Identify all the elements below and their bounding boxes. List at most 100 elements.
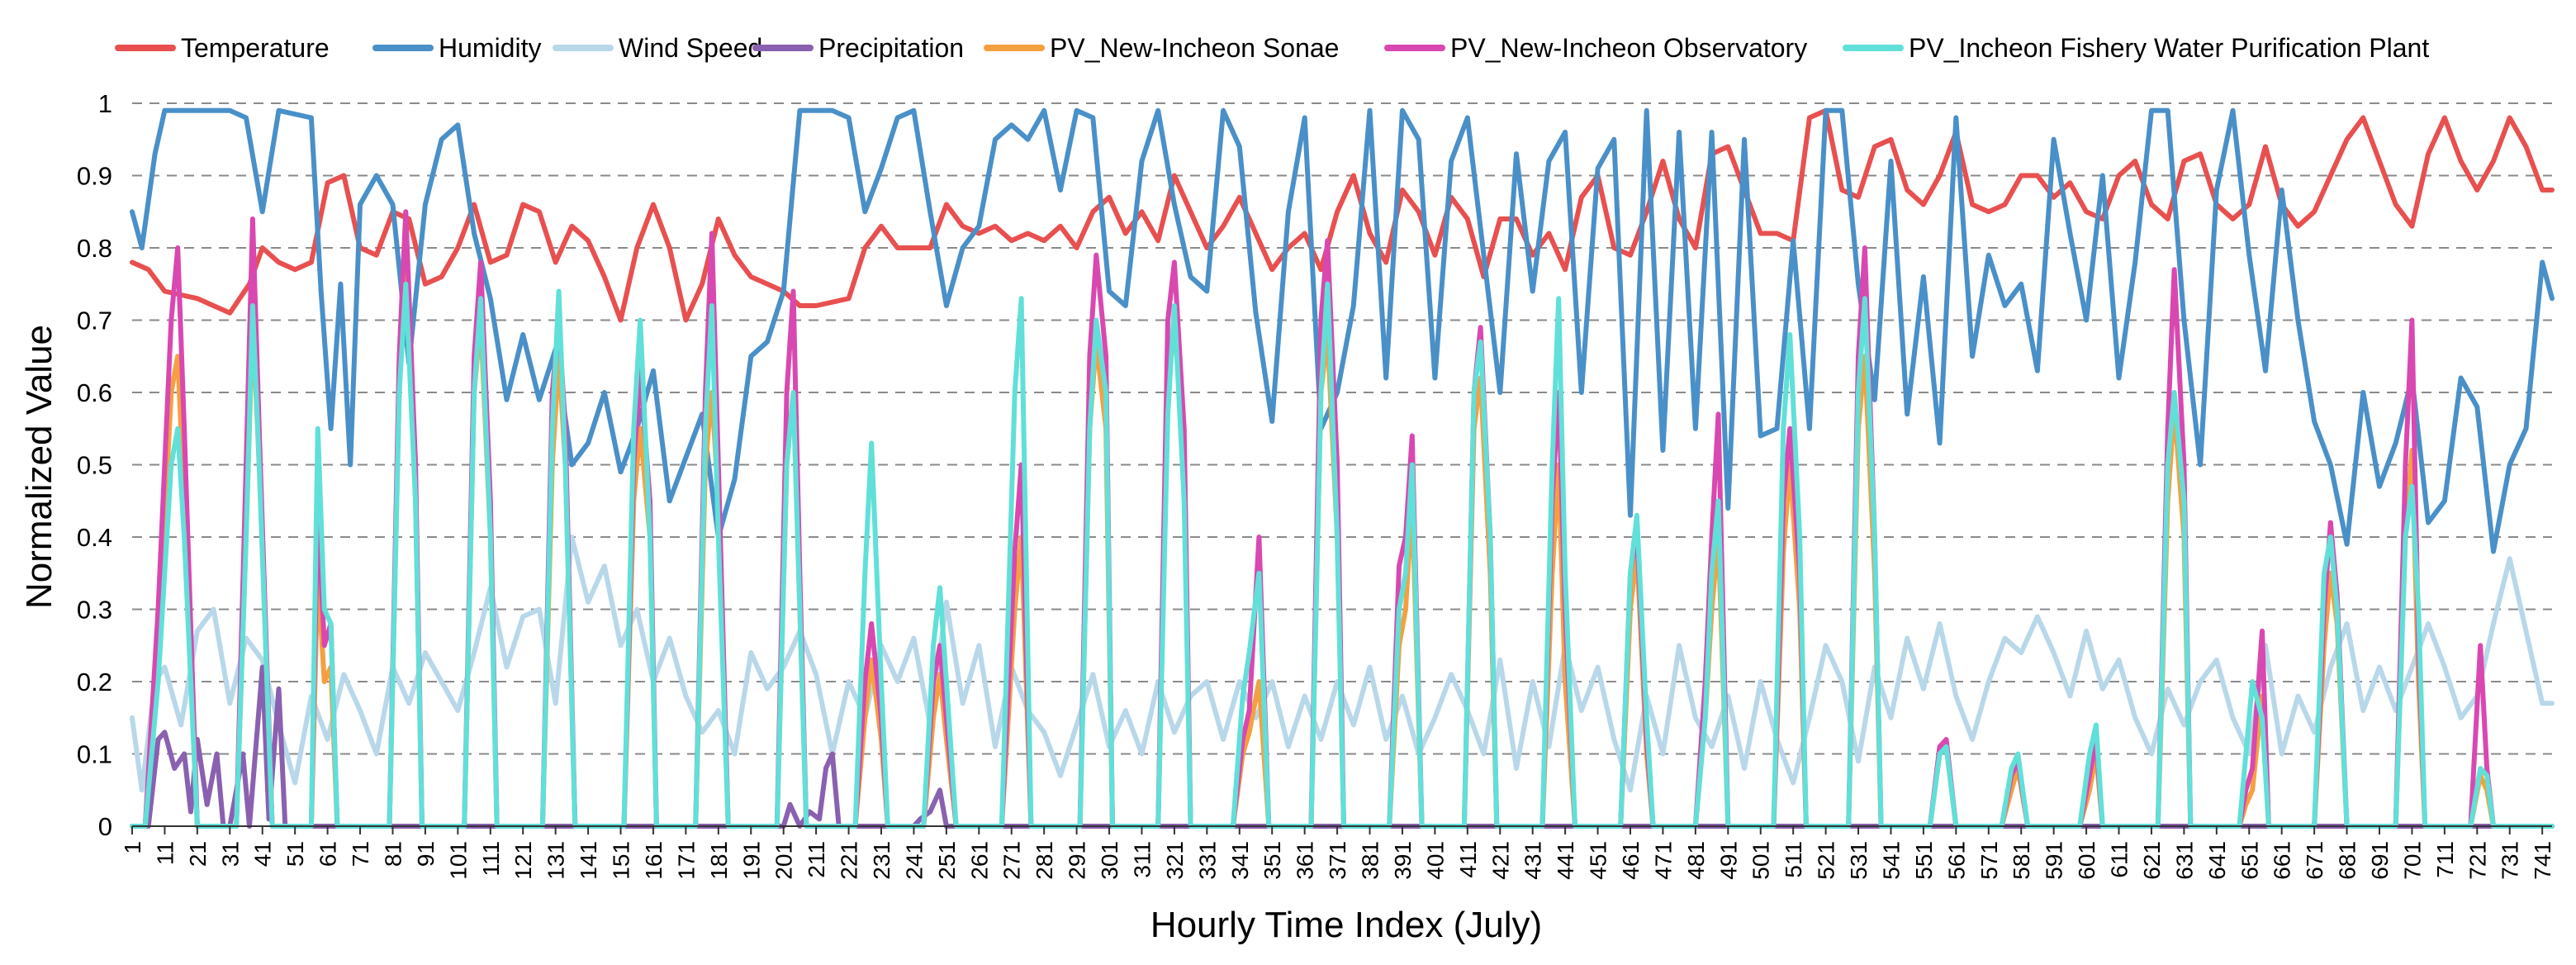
x-tick-label: 361: [1293, 841, 1318, 880]
x-tick-label: 461: [1618, 841, 1644, 880]
x-tick-label: 31: [217, 841, 243, 867]
series-line-wind-speed: [130, 535, 2555, 793]
x-tick-label: 201: [771, 841, 797, 880]
x-tick-label: 521: [1814, 841, 1839, 880]
legend-label: Precipitation: [818, 33, 964, 63]
x-tick-label: 701: [2399, 841, 2425, 880]
x-tick-label: 151: [609, 841, 634, 880]
x-tick-label: 731: [2498, 841, 2523, 880]
x-tick-label: 181: [706, 841, 732, 880]
y-tick-label: 0.4: [77, 523, 112, 552]
x-tick-label: 671: [2302, 841, 2327, 880]
x-tick-label: 61: [315, 841, 341, 867]
x-tick-label: 471: [1650, 841, 1676, 880]
legend: Temperature Humidity Wind Speed Precipitati…: [115, 33, 2429, 63]
y-tick-label: 0.5: [77, 451, 112, 480]
x-tick-label: 161: [641, 841, 667, 880]
y-axis-title: Normalized Value: [19, 325, 59, 609]
x-tick-label: 331: [1194, 841, 1220, 880]
series-line-temperature: [130, 107, 2555, 323]
x-tick-label: 81: [380, 841, 406, 867]
x-tick-label: 661: [2270, 841, 2295, 880]
x-axis-ticks: 1 11 21 31 41 51 61 71 81 91 101 111 121 131 141 151 161…: [120, 826, 2555, 880]
x-tick-label: 711: [2432, 841, 2458, 878]
legend-label: PV_New-Incheon Observatory: [1450, 33, 1807, 63]
x-tick-label: 371: [1325, 841, 1350, 880]
x-tick-label: 241: [901, 841, 927, 880]
y-tick-label: 1: [98, 89, 112, 118]
x-tick-label: 171: [673, 841, 699, 880]
series-group: [130, 107, 2555, 829]
y-tick-label: 0.6: [77, 378, 112, 407]
x-tick-label: 591: [2042, 841, 2067, 880]
x-tick-label: 501: [1748, 841, 1774, 880]
x-tick-label: 631: [2171, 841, 2197, 880]
x-tick-label: 1: [120, 841, 145, 854]
x-tick-label: 641: [2204, 841, 2230, 880]
x-tick-label: 211: [804, 841, 829, 878]
series-line-humidity: [130, 107, 2555, 554]
x-tick-label: 571: [1976, 841, 2002, 880]
x-tick-label: 311: [1129, 841, 1155, 878]
x-tick-label: 71: [348, 841, 373, 867]
x-tick-label: 541: [1878, 841, 1904, 880]
x-tick-label: 141: [576, 841, 601, 880]
x-tick-label: 291: [1065, 841, 1090, 880]
x-tick-label: 721: [2465, 841, 2490, 880]
x-tick-label: 401: [1422, 841, 1448, 880]
x-tick-label: 391: [1390, 841, 1416, 880]
legend-label: Wind Speed: [619, 33, 762, 63]
y-tick-label: 0.8: [77, 234, 112, 263]
x-tick-label: 531: [1846, 841, 1872, 880]
x-tick-label: 441: [1553, 841, 1578, 880]
x-tick-label: 271: [999, 841, 1025, 880]
x-tick-label: 231: [869, 841, 894, 880]
x-tick-label: 741: [2530, 841, 2555, 880]
x-tick-label: 51: [282, 841, 308, 867]
x-tick-label: 351: [1260, 841, 1285, 880]
x-tick-label: 261: [966, 841, 992, 880]
legend-label: PV_New-Incheon Sonae: [1050, 33, 1339, 63]
x-tick-label: 251: [934, 841, 960, 880]
x-tick-label: 511: [1781, 841, 1806, 878]
x-tick-label: 581: [2009, 841, 2034, 880]
x-tick-label: 381: [1358, 841, 1383, 880]
x-axis-title: Hourly Time Index (July): [1150, 905, 1542, 945]
x-tick-label: 91: [413, 841, 439, 867]
y-tick-label: 0.2: [77, 668, 112, 696]
x-tick-label: 611: [2107, 841, 2132, 878]
x-tick-label: 111: [478, 841, 504, 877]
y-axis-ticks: 0 0.1 0.2 0.3 0.4 0.5 0.6 0.7 0.8 0.9 1: [77, 89, 112, 841]
x-tick-label: 431: [1520, 841, 1546, 880]
x-tick-label: 11: [152, 841, 178, 865]
x-tick-label: 621: [2139, 841, 2165, 880]
x-tick-label: 561: [1943, 841, 1969, 880]
y-tick-label: 0.1: [77, 740, 112, 769]
x-tick-label: 341: [1227, 841, 1253, 880]
x-tick-label: 101: [445, 841, 471, 880]
x-tick-label: 551: [1911, 841, 1937, 880]
x-tick-label: 41: [250, 841, 276, 867]
y-tick-label: 0: [98, 812, 112, 841]
x-tick-label: 411: [1455, 841, 1481, 878]
legend-label: Temperature: [181, 33, 330, 63]
x-tick-label: 691: [2367, 841, 2393, 880]
x-tick-label: 21: [185, 841, 211, 867]
x-tick-label: 131: [543, 841, 569, 880]
x-tick-label: 451: [1586, 841, 1611, 880]
y-tick-label: 0.9: [77, 162, 112, 191]
x-tick-label: 321: [1162, 841, 1188, 880]
x-tick-label: 491: [1715, 841, 1741, 880]
x-tick-label: 421: [1487, 841, 1513, 880]
x-tick-label: 601: [2074, 841, 2099, 880]
x-tick-label: 301: [1097, 841, 1122, 880]
x-tick-label: 221: [837, 841, 862, 880]
x-tick-label: 481: [1683, 841, 1709, 880]
x-tick-label: 281: [1032, 841, 1057, 880]
legend-label: Humidity: [439, 33, 541, 63]
y-tick-label: 0.3: [77, 596, 112, 625]
x-tick-label: 651: [2237, 841, 2262, 880]
legend-label: PV_Incheon Fishery Water Purification Pl…: [1909, 33, 2429, 63]
x-tick-label: 121: [510, 841, 536, 880]
